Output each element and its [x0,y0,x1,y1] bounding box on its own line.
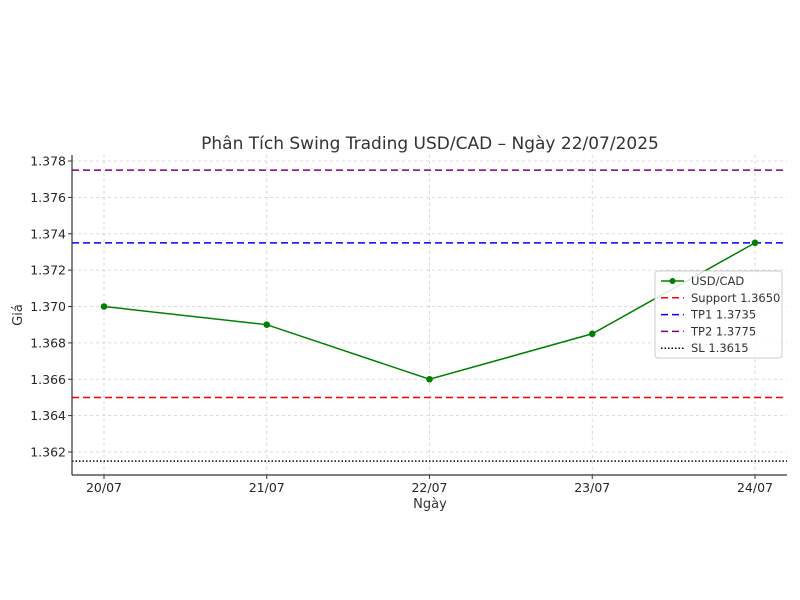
legend-box [654,270,783,359]
data-point [426,375,433,383]
y-tick-label: 1.374 [30,226,66,241]
x-tick-label: 24/07 [737,480,773,495]
legend-label: TP1 1.3735 [690,308,756,322]
legend-label: Support 1.3650 [691,291,780,305]
legend: USD/CAD Support 1.3650 TP1 1.3735 TP2 1.377… [654,270,783,359]
x-tick-label: 23/07 [574,480,610,495]
x-tick-label: 22/07 [411,480,447,495]
y-tick-label: 1.362 [30,445,66,460]
y-tick-label: 1.376 [30,190,66,205]
data-point [263,321,271,328]
x-axis-label: Ngày [413,497,447,512]
legend-label: TP2 1.3775 [690,324,756,338]
reference-lines [72,169,787,462]
data-point [100,303,108,310]
y-axis-label: Giá [11,304,26,326]
y-tick-label: 1.378 [30,154,66,169]
y-tick-label: 1.372 [30,263,66,278]
x-tick-label: 21/07 [249,480,285,495]
series-usd-cad [100,239,759,383]
data-point [751,239,759,247]
y-tick-label: 1.368 [30,335,66,350]
y-ticks: 1.362 1.364 1.366 1.368 1.370 1.372 1.374 1.376… [30,154,72,460]
y-tick-label: 1.370 [30,299,66,314]
legend-marker [669,278,676,284]
chart-title: Phân Tích Swing Trading USD/CAD – Ngày 2… [201,134,659,154]
x-ticks: 20/07 21/07 22/07 23/07 24/07 [86,475,773,495]
y-tick-label: 1.364 [30,408,66,423]
legend-label: USD/CAD [691,274,744,288]
x-tick-label: 20/07 [86,480,122,495]
y-tick-label: 1.366 [30,372,66,387]
data-point [588,330,596,338]
legend-label: SL 1.3615 [691,341,749,355]
